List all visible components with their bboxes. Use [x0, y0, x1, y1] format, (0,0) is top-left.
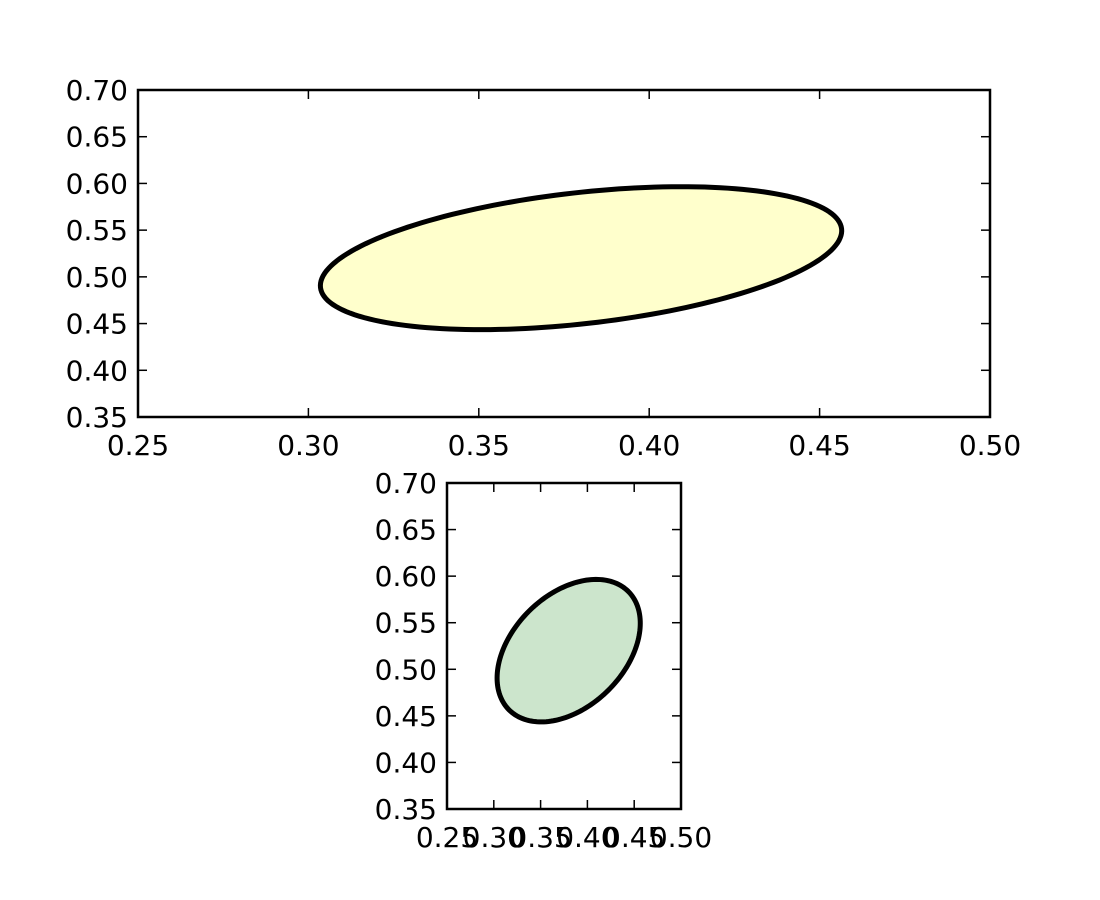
x-tick-label: 0.30 [463, 821, 525, 854]
ellipse-patch [317, 184, 845, 333]
plot-top: 0.25 0.30 0.35 0.40 0.45 0.50 0.35 0.40 0.45 0.50… [66, 74, 1022, 462]
y-tick-label: 0.60 [375, 560, 437, 593]
y-tick-label: 0.65 [66, 121, 128, 154]
axes-frame [136, 88, 992, 419]
y-tick-label: 0.40 [375, 746, 437, 779]
y-tick-label: 0.45 [375, 700, 437, 733]
x-tick-label: 0.30 [277, 429, 339, 462]
axes-frame [445, 481, 683, 811]
plot-bottom: 0.250.300.350.400.450.500.350.400.450.50… [375, 467, 713, 854]
y-tick-label: 0.50 [66, 261, 128, 294]
y-tick-label: 0.35 [66, 401, 128, 434]
x-tick-label: 0.45 [788, 429, 850, 462]
x-tick-label: 0.35 [448, 429, 510, 462]
x-tick-label: 0.40 [618, 429, 680, 462]
y-tick-label: 0.65 [375, 514, 437, 547]
ellipse-patch [494, 576, 643, 725]
x-tick-label: 0.40 [556, 821, 618, 854]
y-tick-label: 0.55 [66, 214, 128, 247]
y-tick-label: 0.35 [375, 793, 437, 826]
y-tick-label: 0.70 [375, 467, 437, 500]
x-tick-label: 0.50 [959, 429, 1021, 462]
x-tick-label: 0.35 [509, 821, 571, 854]
x-tick-label: 0.25 [107, 429, 169, 462]
y-tick-label: 0.55 [375, 607, 437, 640]
y-tick-label: 0.70 [66, 74, 128, 107]
y-tick-label: 0.50 [375, 653, 437, 686]
y-tick-label: 0.40 [66, 354, 128, 387]
y-tick-label: 0.60 [66, 167, 128, 200]
x-tick-label: 0.50 [650, 821, 712, 854]
x-tick-label: 0.45 [603, 821, 665, 854]
y-tick-label: 0.45 [66, 308, 128, 341]
x-tick-label: 0.25 [416, 821, 478, 854]
